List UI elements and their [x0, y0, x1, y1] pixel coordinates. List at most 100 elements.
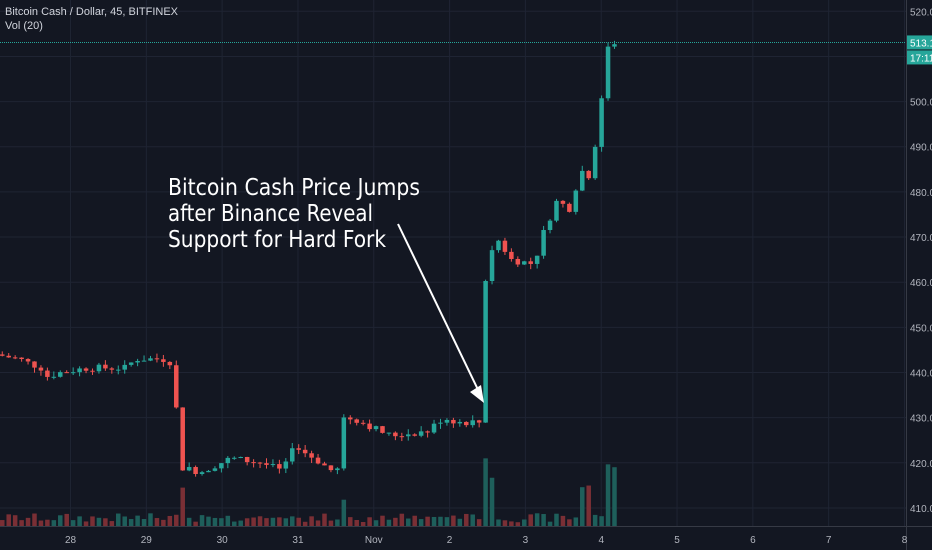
volume-bar: [554, 513, 559, 526]
candle-body: [489, 250, 495, 281]
volume-bar: [522, 519, 527, 526]
volume-bar: [528, 514, 533, 526]
candle-body: [232, 457, 237, 459]
time-tick-label: 29: [141, 535, 153, 546]
volume-bar: [360, 522, 366, 526]
candle-body: [599, 98, 604, 147]
candle-body: [522, 261, 527, 265]
volume-bar: [270, 517, 276, 526]
volume-bar: [457, 518, 463, 526]
volume-bar: [418, 519, 424, 526]
candle-body: [425, 431, 430, 433]
candle-body: [122, 364, 127, 370]
candle-body: [348, 417, 353, 420]
volume-bar: [141, 519, 147, 526]
volume-bar: [193, 521, 198, 526]
volume-indicator-line[interactable]: Vol (20): [5, 20, 43, 32]
volume-bar: [244, 518, 250, 526]
volume-bar: [19, 520, 24, 526]
volume-bar: [322, 513, 327, 526]
candle-body: [560, 200, 566, 204]
candle-body: [0, 354, 5, 356]
volume-bar: [476, 519, 482, 526]
candle-body: [496, 240, 501, 251]
price-tick-label: 490.0: [910, 143, 932, 154]
time-tick-label: 2: [447, 535, 453, 546]
last-price-value: 513.1: [910, 38, 932, 49]
candle-body: [386, 432, 392, 434]
volume-bar: [90, 516, 95, 526]
candle-body: [167, 361, 173, 366]
candle-body: [96, 364, 102, 372]
volume-bar: [341, 499, 347, 526]
price-axis[interactable]: 410.0 420.0 430.0 440.0 450.0 460.0 470.0 480.0…: [906, 0, 932, 550]
volume-bar: [277, 517, 282, 526]
candle-body: [219, 463, 224, 469]
candle-body: [322, 463, 327, 466]
candle-body: [605, 46, 611, 99]
candle-body: [296, 448, 301, 450]
volume-bar: [219, 518, 224, 526]
volume-bar: [64, 513, 69, 526]
volume-bar: [386, 519, 392, 526]
candle-body: [109, 368, 115, 370]
candle-body: [328, 465, 334, 471]
volume-bar: [328, 520, 334, 526]
volume-bar: [283, 518, 289, 526]
candle-body: [315, 457, 321, 464]
symbol-line[interactable]: Bitcoin Cash / Dollar, 45, BITFINEX: [5, 6, 179, 18]
volume-bar: [128, 519, 134, 526]
candle-body: [341, 417, 347, 469]
volume-bar: [444, 517, 450, 526]
price-tick-label: 480.0: [910, 188, 932, 199]
volume-bar: [238, 520, 243, 526]
candle-body: [476, 420, 482, 423]
time-tick-label: 7: [826, 535, 832, 546]
candle-body: [270, 464, 276, 466]
candle-body: [592, 146, 598, 179]
time-tick-label: 3: [523, 535, 529, 546]
volume-bar: [290, 516, 295, 526]
candle-body: [19, 357, 24, 360]
candle-body: [154, 358, 160, 360]
volume-bar: [186, 517, 192, 526]
annotation-arrow: [397, 223, 483, 399]
volume-bar: [116, 513, 121, 526]
candle-body: [612, 44, 617, 47]
volume-bar: [464, 513, 469, 526]
candle-body: [135, 361, 140, 363]
volume-bar: [502, 520, 508, 526]
volume-bar: [32, 513, 37, 526]
annotation-line: after Binance Reveal: [168, 201, 373, 227]
candle-body: [431, 423, 437, 433]
time-tick-label: Nov: [365, 535, 383, 546]
time-axis[interactable]: 28 29 30 31 Nov 2 3 4 5 6 7 8: [0, 526, 932, 547]
time-tick-label: 5: [674, 535, 680, 546]
volume-bar: [0, 520, 5, 526]
volume-bar: [167, 515, 173, 526]
candle-body: [502, 240, 508, 252]
candle-body: [90, 370, 95, 372]
volume-bar: [315, 520, 321, 526]
volume-bar: [309, 516, 314, 526]
volume-bar: [302, 521, 308, 526]
candle-body: [457, 421, 463, 424]
candle-body: [580, 170, 585, 191]
candle-body: [528, 261, 533, 264]
volume-bar: [573, 517, 579, 526]
price-tick-label: 520.0: [910, 7, 932, 18]
candle-body: [161, 359, 166, 362]
candle-body: [128, 362, 134, 365]
candle-body: [77, 368, 82, 373]
volume-bar: [489, 477, 495, 526]
volume-bar: [77, 516, 82, 526]
volume-bar: [180, 487, 185, 526]
volume-bar: [560, 515, 566, 526]
volume-bar: [373, 520, 379, 526]
annotation-line: Support for Hard Fork: [168, 227, 386, 253]
volume-bar: [547, 521, 553, 526]
volume-bar: [367, 517, 372, 526]
candle-body: [399, 436, 405, 438]
